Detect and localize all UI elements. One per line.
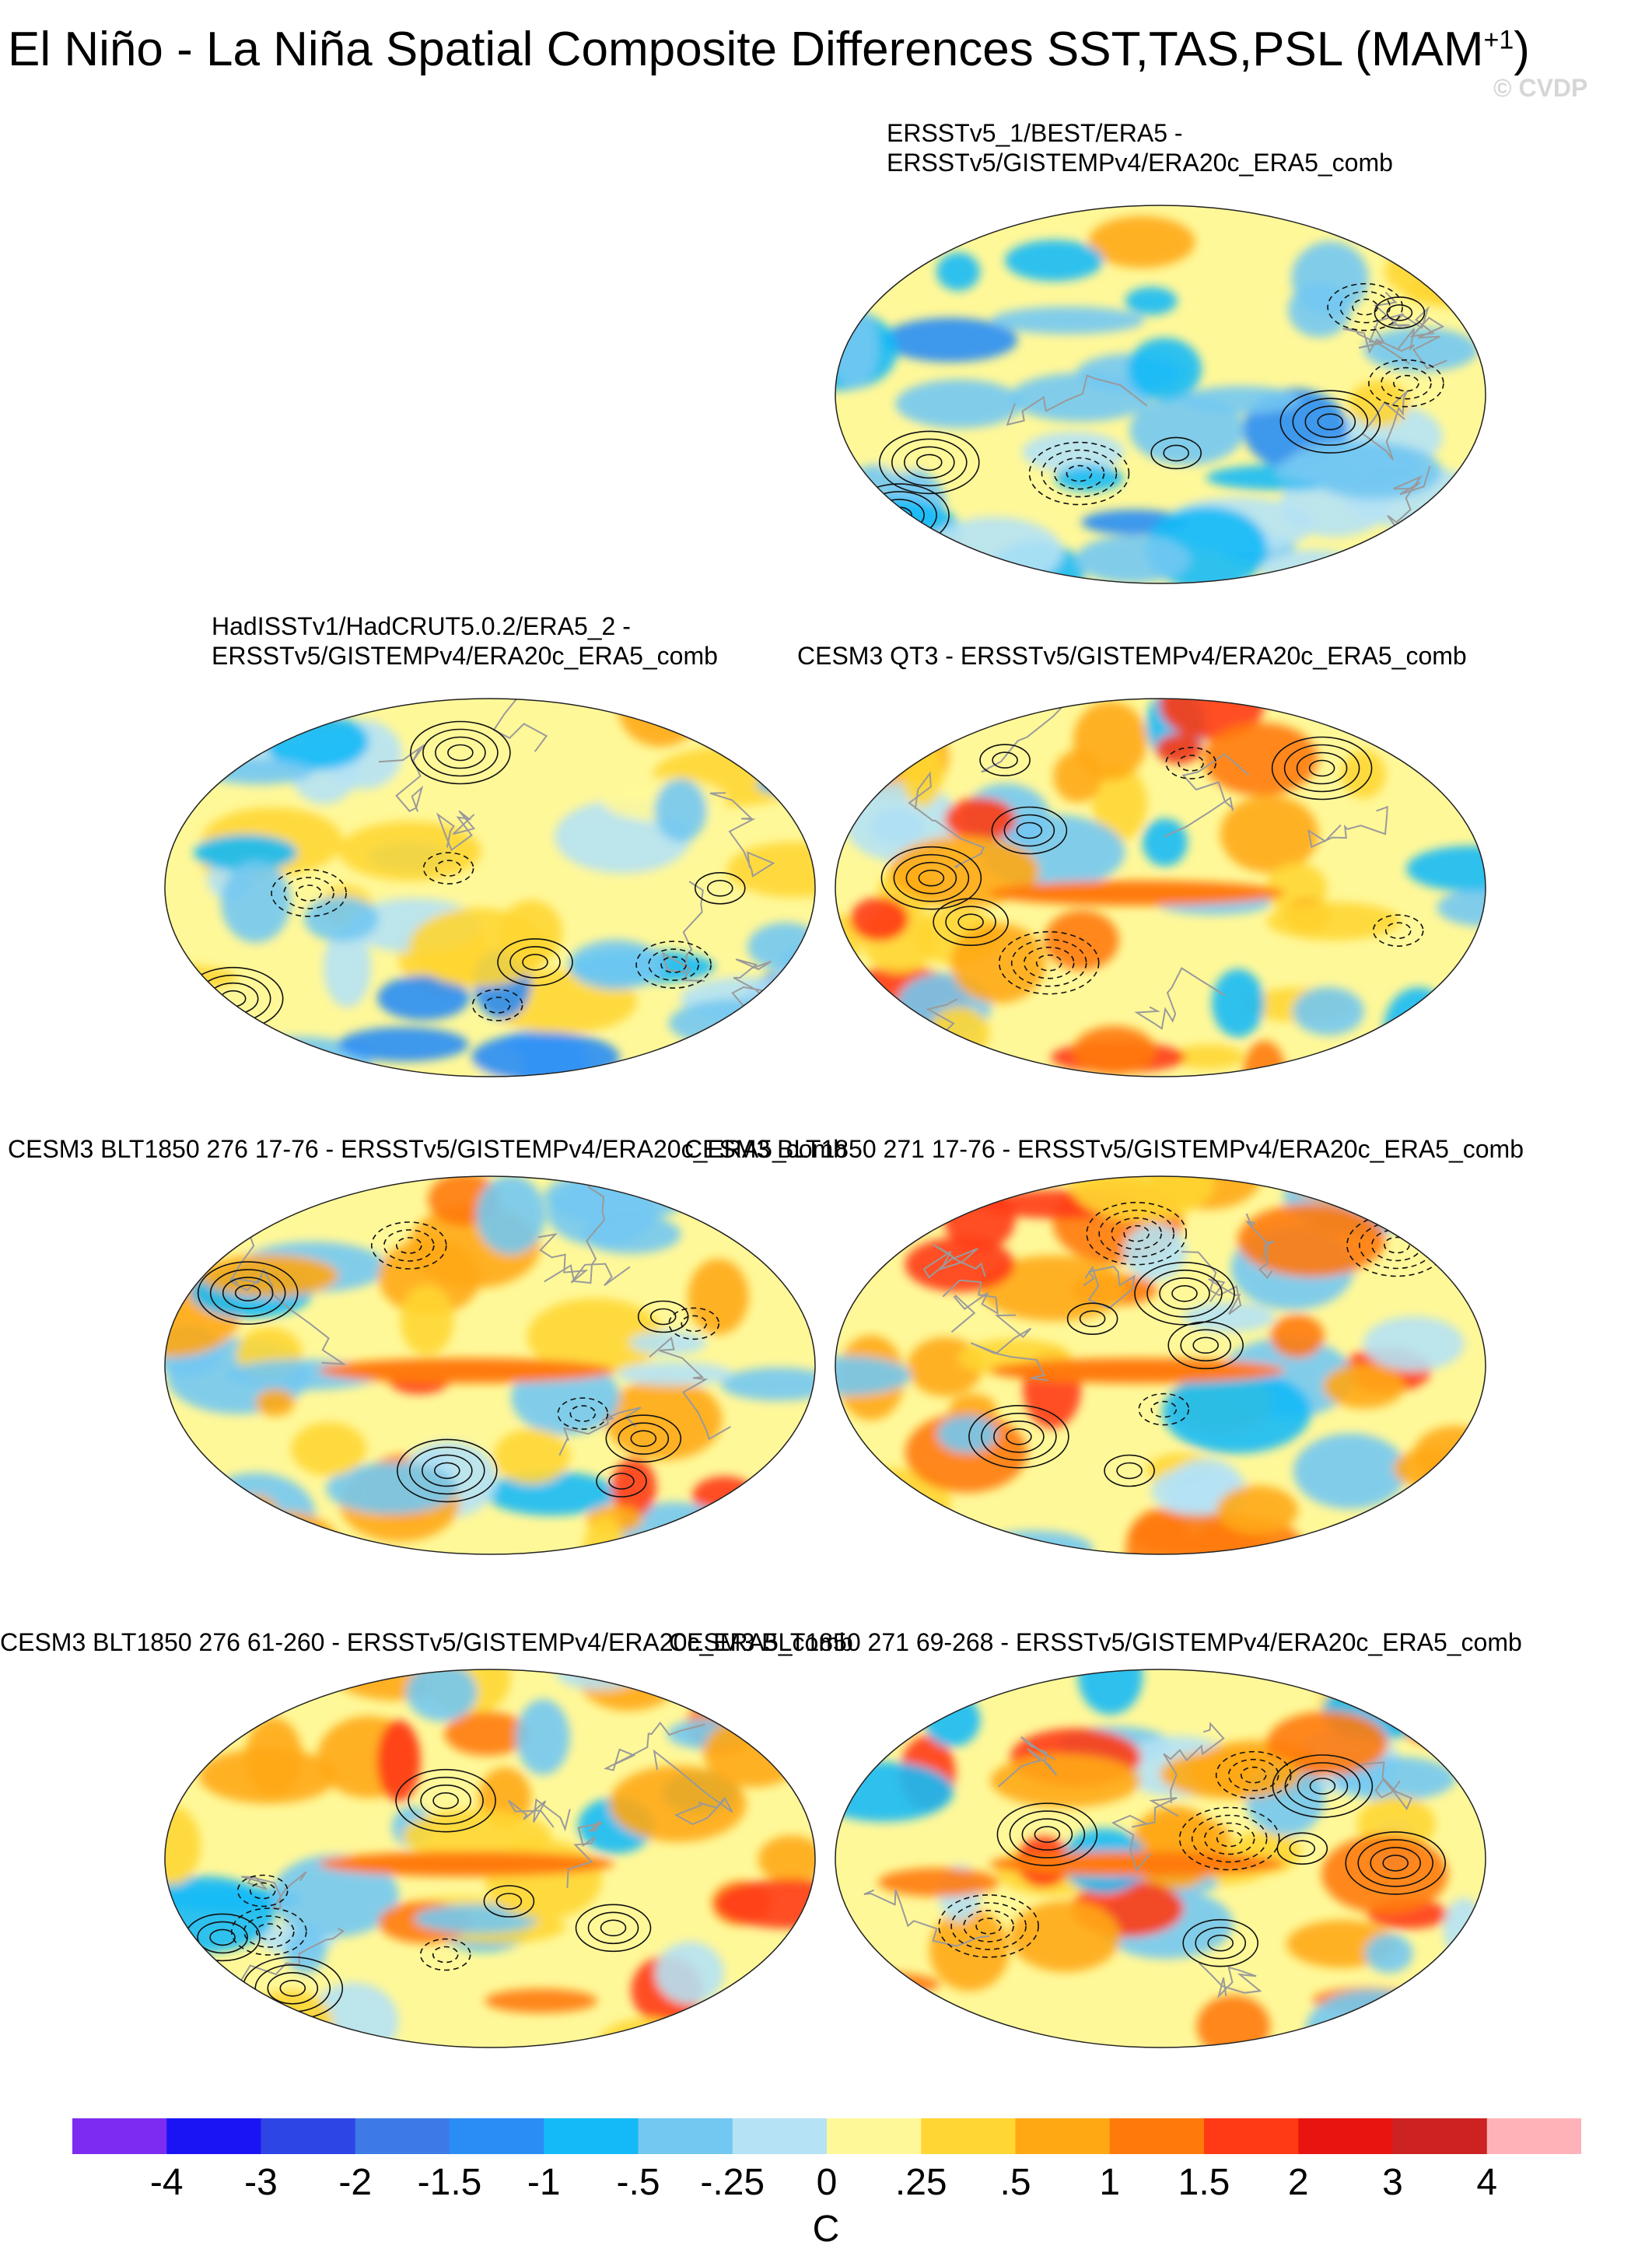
colorbar-tick-label: -.5 [616,2162,660,2203]
map-cesm3-276-17-76 [163,1175,817,1556]
map-svg [835,1669,1486,2048]
colorbar-box [1392,2118,1488,2154]
colorbar-box [72,2118,167,2154]
colorbar-tick-label: -2 [338,2162,373,2203]
colorbar [72,2118,1581,2154]
panel-title-line2: CESM3 BLT1850 276 61-260 - ERSSTv5/GISTE… [0,1628,853,1656]
panel-title-line1: ERSSTv5_1/BEST/ERA5 - [887,119,1183,147]
colorbar-box [1015,2118,1111,2154]
panel-title-obs-ersst: ERSSTv5_1/BEST/ERA5 - ERSSTv5/GISTEMPv4/… [887,118,1393,177]
map-svg [164,1175,816,1555]
colorbar-box [921,2118,1016,2154]
colorbar-tick-label: 4 [1476,2162,1498,2203]
map-obs-hadisst [163,697,817,1078]
globe-outline [164,698,816,1077]
colorbar-tick-label: 0 [816,2162,838,2203]
globe-outline [835,205,1486,584]
colorbar-box [1486,2118,1581,2154]
colorbar-units: C [812,2209,840,2250]
map-cesm3-271-69-268 [834,1668,1487,2049]
panel-title-line2: CESM3 BLT1850 276 17-76 - ERSSTv5/GISTEM… [8,1135,847,1163]
map-svg [164,698,816,1077]
colorbar-svg [72,2118,1581,2154]
colorbar-tick-label: -4 [149,2162,184,2203]
colorbar-tick-label: -1.5 [417,2162,482,2203]
main-title: El Niño - La Niña Spatial Composite Diff… [8,22,1530,77]
panel-title-cesm3-271-17-76: CESM3 BLT1850 271 17-76 - ERSSTv5/GISTEM… [684,1134,1524,1164]
panel-title-line2: CESM3 BLT1850 271 69-268 - ERSSTv5/GISTE… [669,1628,1522,1656]
map-svg [835,698,1486,1077]
panel-title-line2: ERSSTv5/GISTEMPv4/ERA20c_ERA5_comb [887,149,1393,177]
main-title-close: ) [1514,23,1530,76]
colorbar-tick-label: 1.5 [1178,2162,1230,2203]
colorbar-tick-label: 1 [1099,2162,1121,2203]
panel-title-cesm3-271-69-268: CESM3 BLT1850 271 69-268 - ERSSTv5/GISTE… [669,1627,1522,1657]
map-cesm3-qt3 [834,697,1487,1078]
panel-title-cesm3-qt3: CESM3 QT3 - ERSSTv5/GISTEMPv4/ERA20c_ERA… [797,641,1467,671]
globe-outline [164,1669,816,2048]
colorbar-tick-label: .25 [894,2162,947,2203]
colorbar-tick-label: -3 [244,2162,278,2203]
colorbar-box [355,2118,450,2154]
colorbar-box [450,2118,544,2154]
panel-title-cesm3-276-61-260: CESM3 BLT1850 276 61-260 - ERSSTv5/GISTE… [0,1627,853,1657]
map-svg [835,205,1486,584]
colorbar-box [732,2118,828,2154]
colorbar-box [544,2118,639,2154]
map-svg [164,1669,816,2048]
cvdp-watermark: © CVDP [1493,74,1588,102]
colorbar-tick-label: -.25 [700,2162,765,2203]
colorbar-box [1204,2118,1299,2154]
colorbar-tick-label: 2 [1287,2162,1309,2203]
colorbar-tick-label: -1 [527,2162,561,2203]
main-title-superscript: +1 [1483,25,1514,55]
map-cesm3-276-61-260 [163,1668,817,2049]
colorbar-box [638,2118,733,2154]
globe-outline [164,1175,816,1555]
colorbar-tick-label: 3 [1382,2162,1403,2203]
panel-title-cesm3-276-17-76: CESM3 BLT1850 276 17-76 - ERSSTv5/GISTEM… [8,1134,847,1164]
map-obs-ersst [834,204,1487,585]
panel-title-line2: CESM3 QT3 - ERSSTv5/GISTEMPv4/ERA20c_ERA… [797,642,1467,670]
globe-outline [835,1669,1486,2048]
main-title-text: El Niño - La Niña Spatial Composite Diff… [8,23,1484,76]
panel-title-line2: CESM3 BLT1850 271 17-76 - ERSSTv5/GISTEM… [684,1135,1524,1163]
colorbar-box [1298,2118,1393,2154]
colorbar-tick-label: .5 [999,2162,1031,2203]
panel-title-line2: ERSSTv5/GISTEMPv4/ERA20c_ERA5_comb [212,642,718,670]
map-svg [835,1175,1486,1555]
globe-outline [835,1175,1486,1555]
globe-outline [835,698,1486,1077]
colorbar-box [827,2118,922,2154]
colorbar-box [261,2118,356,2154]
colorbar-box [166,2118,261,2154]
panel-title-obs-hadisst: HadISSTv1/HadCRUT5.0.2/ERA5_2 - ERSSTv5/… [212,611,718,671]
map-cesm3-271-17-76 [834,1175,1487,1556]
panel-title-line1: HadISSTv1/HadCRUT5.0.2/ERA5_2 - [212,612,631,640]
colorbar-box [1109,2118,1205,2154]
